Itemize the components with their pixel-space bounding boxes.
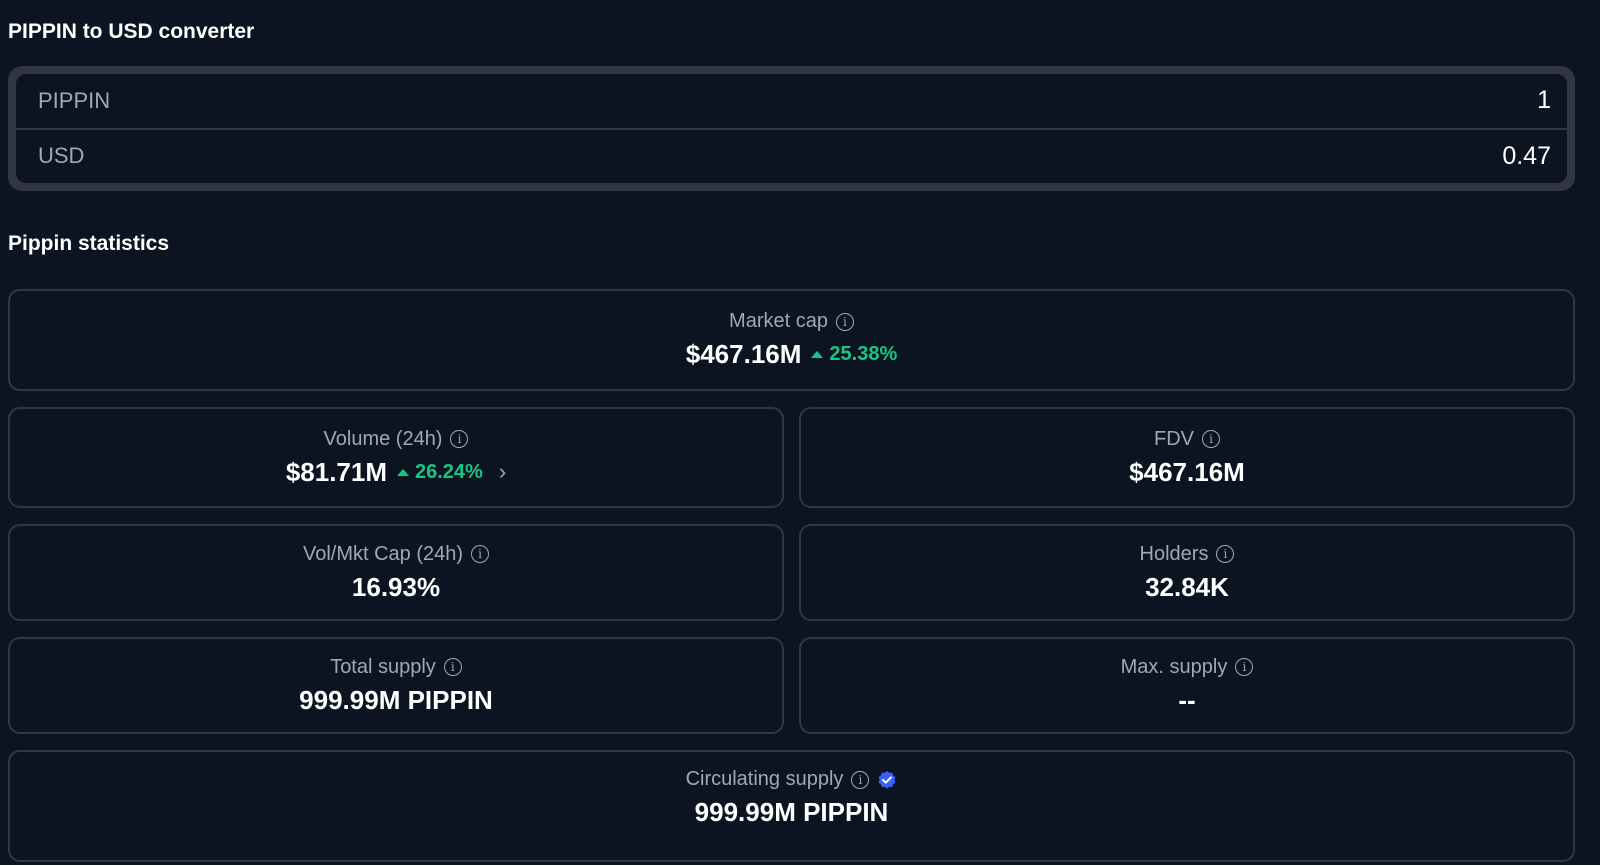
vol-mkt-cap-label: Vol/Mkt Cap (24h): [302, 542, 464, 565]
circulating-supply-label: Circulating supply: [685, 768, 844, 790]
info-icon[interactable]: i: [471, 545, 490, 563]
converter-row-pippin: PIPPIN: [16, 74, 1567, 128]
volume-label: Volume (24h): [323, 427, 443, 450]
market-cap-card: Market cap i $467.16M 25.38%: [8, 289, 1575, 391]
info-icon[interactable]: i: [1216, 545, 1235, 563]
caret-up-icon: [811, 351, 824, 358]
info-icon[interactable]: i: [1235, 658, 1254, 676]
converter-title: PIPPIN to USD converter: [8, 20, 255, 43]
caret-up-icon: [397, 468, 409, 476]
total-supply-label: Total supply: [330, 655, 436, 678]
total-supply-card: Total supply i 999.99M PIPPIN: [8, 637, 784, 734]
info-icon[interactable]: i: [835, 312, 854, 331]
fdv-value: $467.16M: [1129, 456, 1245, 487]
chevron-right-icon[interactable]: ›: [498, 459, 507, 484]
circulating-supply-value: 999.99M PIPPIN: [694, 797, 889, 827]
info-icon[interactable]: i: [450, 430, 469, 448]
vol-mkt-cap-card: Vol/Mkt Cap (24h) i 16.93%: [8, 524, 784, 621]
info-icon[interactable]: i: [851, 770, 870, 789]
volume-change-value: 26.24%: [415, 460, 483, 483]
verified-badge-icon[interactable]: [877, 770, 897, 790]
info-icon[interactable]: i: [1202, 430, 1220, 448]
vol-mkt-cap-value: 16.93%: [351, 571, 441, 602]
fdv-card: FDV i $467.16M: [799, 407, 1575, 508]
max-supply-value: --: [1178, 684, 1196, 715]
pippin-amount-input[interactable]: [1251, 86, 1551, 116]
holders-card: Holders i 32.84K: [799, 524, 1575, 621]
fdv-label: FDV: [1154, 427, 1194, 450]
usd-amount-input[interactable]: [1251, 141, 1551, 171]
info-icon[interactable]: i: [443, 658, 462, 676]
total-supply-value: 999.99M PIPPIN: [299, 684, 493, 715]
converter-panel: PIPPIN USD: [8, 66, 1575, 191]
volume-card[interactable]: Volume (24h) i $81.71M 26.24% ›: [8, 407, 784, 508]
max-supply-label: Max. supply: [1120, 655, 1228, 678]
max-supply-card: Max. supply i --: [799, 637, 1575, 734]
converter-row-usd: USD: [16, 127, 1567, 184]
market-cap-change: 25.38%: [811, 343, 897, 366]
converter-label-pippin: PIPPIN: [38, 87, 111, 113]
market-cap-change-value: 25.38%: [829, 343, 898, 365]
volume-value: $81.71M: [285, 456, 387, 487]
market-cap-label: Market cap: [729, 310, 828, 332]
converter-label-usd: USD: [38, 143, 85, 169]
circulating-supply-card: Circulating supply i 999.99M PIPPIN: [8, 750, 1575, 862]
statistics-title: Pippin statistics: [8, 232, 170, 255]
market-cap-value: $467.16M: [685, 339, 802, 369]
volume-change: 26.24%: [397, 461, 483, 484]
holders-label: Holders: [1139, 542, 1209, 565]
holders-value: 32.84K: [1145, 571, 1229, 602]
